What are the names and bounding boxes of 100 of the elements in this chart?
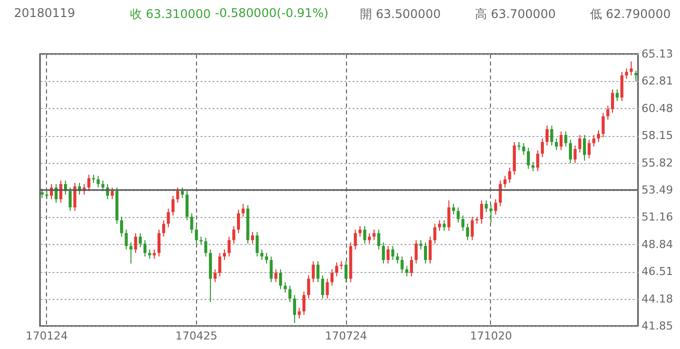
text: 收 63.310000	[130, 6, 211, 23]
candlestick	[214, 268, 217, 283]
candlestick	[456, 206, 460, 224]
candlestick	[419, 240, 422, 250]
candlestick	[484, 200, 488, 213]
candlestick	[218, 252, 222, 277]
candlestick	[284, 282, 287, 294]
candlestick	[396, 252, 399, 264]
candlestick	[424, 242, 427, 264]
candlestick	[438, 220, 442, 232]
text: 開 63.500000	[360, 6, 441, 23]
candlestick	[526, 147, 530, 170]
candlestick	[335, 262, 338, 277]
candlestick	[536, 150, 540, 172]
candlestick	[152, 248, 156, 260]
candlestick	[494, 198, 498, 215]
text: 高 63.700000	[475, 6, 556, 23]
candlestick	[162, 220, 166, 238]
candlestick	[386, 245, 390, 264]
candlestick	[40, 188, 44, 199]
candlestick	[68, 187, 72, 212]
candlestick	[251, 231, 254, 244]
candlestick	[120, 216, 124, 238]
candlestick	[578, 134, 582, 153]
text: -0.580000(-0.91%)	[215, 6, 328, 20]
candlestick	[307, 274, 310, 300]
candlestick	[433, 223, 436, 244]
candlestick	[554, 138, 558, 151]
candlestick	[466, 223, 470, 241]
y-tick-label: 60.48	[642, 102, 673, 115]
candlestick	[382, 242, 385, 264]
candlestick	[634, 70, 638, 82]
candlestick	[344, 260, 348, 283]
candlestick	[596, 130, 600, 142]
candlestick	[630, 60, 633, 76]
candlestick	[312, 260, 315, 283]
candlestick	[265, 252, 268, 264]
x-tick-label: 170724	[325, 330, 368, 342]
candlestick	[354, 229, 357, 250]
candlestick	[124, 229, 128, 250]
candlestick	[288, 285, 292, 303]
candlestick	[256, 231, 259, 257]
candlestick	[540, 138, 544, 158]
candlestick	[186, 190, 189, 221]
candlestick	[176, 187, 180, 204]
candlestick	[592, 134, 596, 148]
y-tick-label: 41.85	[642, 320, 673, 332]
candlestick	[372, 229, 376, 241]
candlestick	[236, 209, 240, 234]
candlestick	[470, 216, 474, 241]
y-tick-label: 58.15	[642, 129, 673, 142]
candlestick	[560, 130, 563, 151]
candlestick	[326, 278, 329, 300]
candlestick	[270, 256, 273, 283]
candlestick	[138, 232, 142, 248]
candlestick	[447, 200, 450, 232]
candlestick	[442, 220, 446, 232]
candlestick	[194, 226, 198, 244]
candlestick	[461, 215, 464, 232]
candlestick	[190, 212, 194, 234]
candlestick	[260, 248, 264, 260]
candlestick	[405, 265, 408, 277]
text: 低 62.790000	[590, 6, 671, 23]
candlestick	[480, 200, 484, 224]
candlestick	[410, 256, 413, 277]
y-tick-label: 55.82	[642, 156, 673, 170]
y-tick-label: 44.18	[642, 292, 673, 306]
candlestick	[377, 229, 380, 250]
candlestick	[293, 294, 296, 324]
candlestick	[564, 130, 568, 148]
candlestick	[414, 240, 418, 264]
candlestick	[616, 88, 619, 102]
x-tick-label: 170124	[26, 330, 68, 342]
candlestick	[222, 248, 226, 260]
candlestick	[602, 112, 605, 138]
candlestick	[298, 307, 301, 319]
candlestick	[316, 260, 320, 283]
candlestick	[391, 245, 394, 260]
candlestick	[611, 88, 614, 114]
candlestick	[172, 195, 175, 216]
candlestick	[550, 125, 554, 146]
candlestick	[157, 229, 160, 257]
y-tick-label: 65.13	[642, 48, 673, 60]
candlestick	[574, 144, 577, 164]
candlestick	[363, 226, 366, 244]
candlestick	[330, 268, 334, 286]
y-tick-label: 53.49	[642, 184, 673, 196]
candlestick	[508, 167, 512, 184]
candlestick	[87, 174, 90, 192]
candlestick	[242, 203, 245, 218]
candlestick	[625, 68, 628, 80]
candlestick	[148, 248, 152, 260]
candlestick	[452, 203, 456, 215]
candlestick	[110, 187, 114, 200]
y-tick-label: 62.81	[642, 74, 673, 88]
candlestick	[588, 139, 591, 159]
candlestick	[606, 105, 610, 120]
text: 20180119	[14, 6, 76, 20]
candlestick	[620, 71, 624, 102]
candlestick	[166, 208, 170, 228]
